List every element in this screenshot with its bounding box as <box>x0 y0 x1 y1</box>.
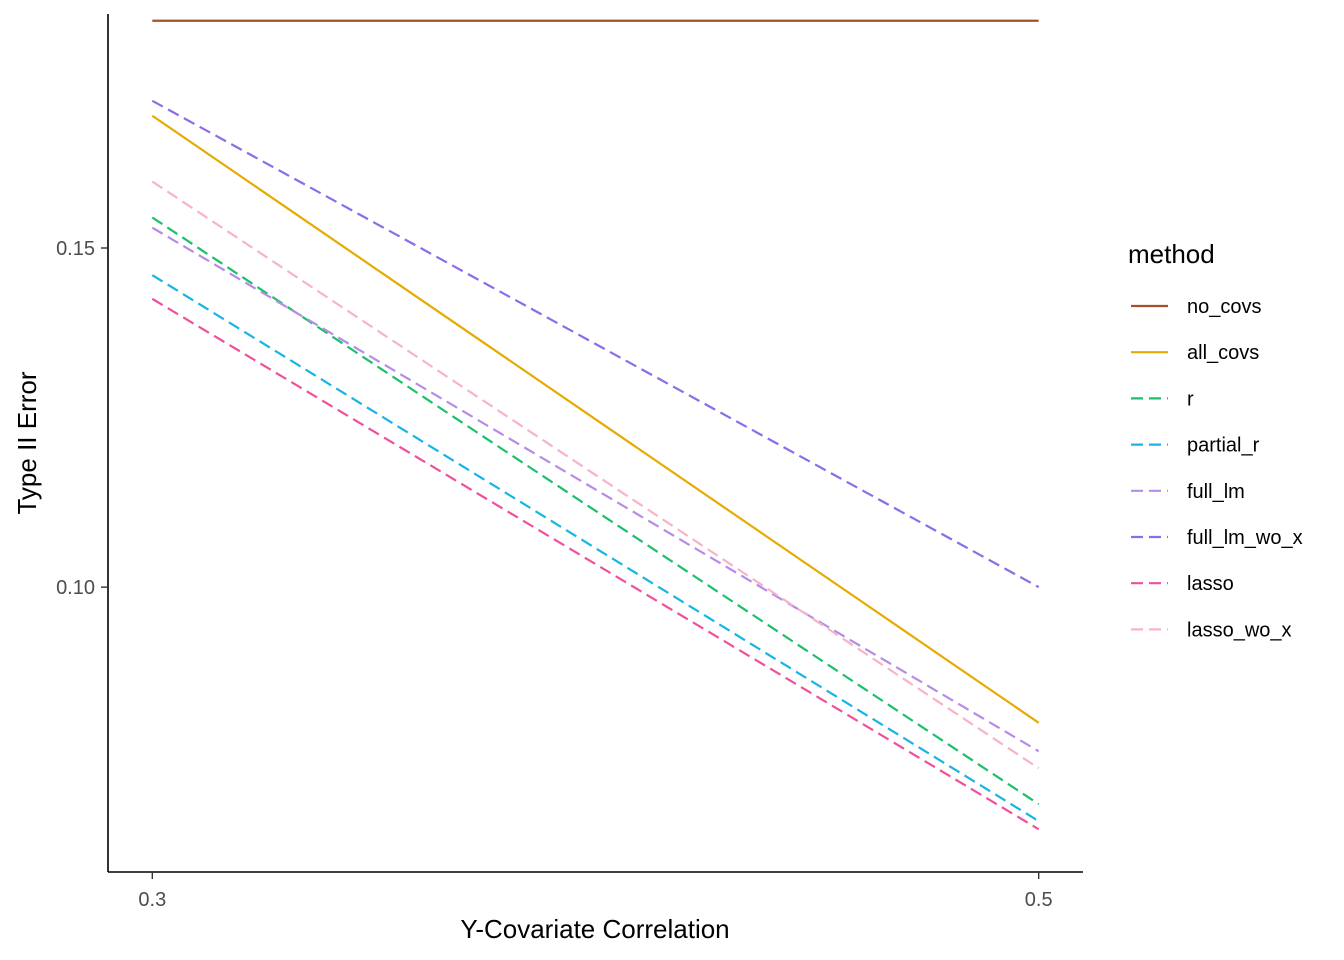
legend-label: no_covs <box>1187 296 1262 318</box>
x-tick-label: 0.5 <box>1025 889 1053 911</box>
series-line-lasso <box>151 297 1040 831</box>
y-axis-title: Type II Error <box>12 371 42 514</box>
series-line-full-lm <box>151 226 1040 753</box>
x-tick-label: 0.3 <box>138 889 166 911</box>
y-axis-ticks: 0.10 0.15 <box>56 238 108 599</box>
y-tick-label: 0.10 <box>56 577 95 599</box>
legend-label: lasso_wo_x <box>1187 619 1292 641</box>
series-line-all-covs <box>151 114 1040 724</box>
legend-label: lasso <box>1187 573 1234 595</box>
series-line-r <box>151 216 1040 806</box>
x-axis-ticks: 0.3 0.5 <box>138 872 1053 911</box>
series-lines <box>151 19 1040 831</box>
legend-label: r <box>1187 388 1194 410</box>
legend-title: method <box>1128 239 1215 269</box>
x-axis-title: Y-Covariate Correlation <box>460 914 729 944</box>
legend-label: all_covs <box>1187 342 1259 364</box>
series-line-partial-r <box>151 274 1040 823</box>
legend-label: partial_r <box>1187 435 1260 457</box>
legend-label: full_lm_wo_x <box>1187 527 1303 549</box>
y-tick-label: 0.15 <box>56 238 95 260</box>
series-line-full-lm-wo-x <box>151 99 1040 589</box>
legend-label: full_lm <box>1187 481 1245 503</box>
series-line-lasso-wo-x <box>151 180 1040 770</box>
